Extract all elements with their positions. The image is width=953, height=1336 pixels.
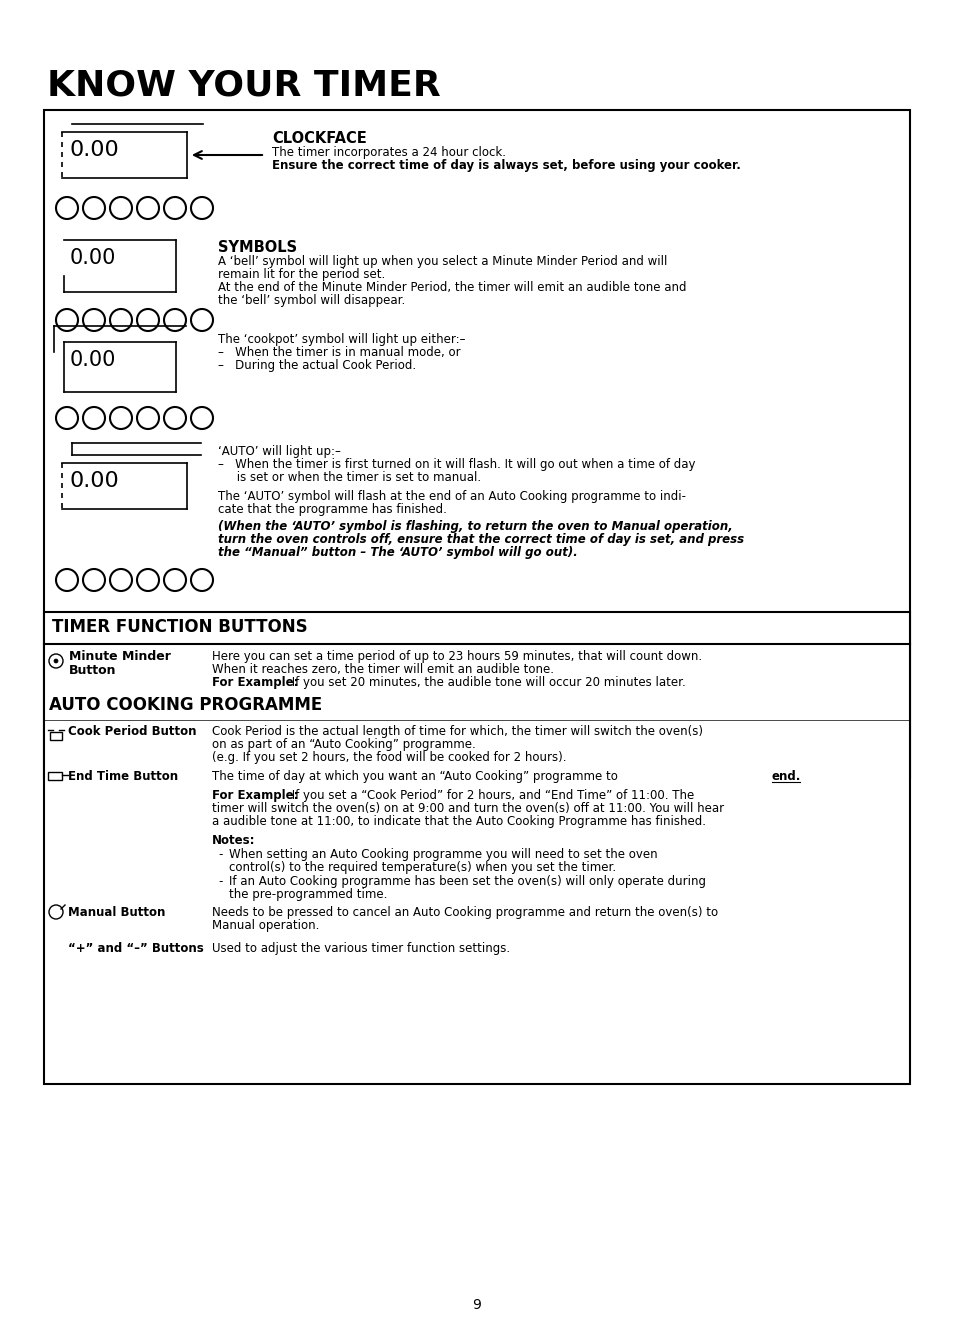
Text: the “Manual” button – The ‘AUTO’ symbol will go out).: the “Manual” button – The ‘AUTO’ symbol … — [218, 546, 578, 558]
Text: AUTO COOKING PROGRAMME: AUTO COOKING PROGRAMME — [49, 696, 322, 713]
Text: Used to adjust the various timer function settings.: Used to adjust the various timer functio… — [212, 942, 510, 955]
Text: The timer incorporates a 24 hour clock.: The timer incorporates a 24 hour clock. — [272, 146, 505, 159]
Text: Manual Button: Manual Button — [68, 906, 165, 919]
Text: on as part of an “Auto Cooking” programme.: on as part of an “Auto Cooking” programm… — [212, 737, 476, 751]
Text: If you set 20 minutes, the audible tone will occur 20 minutes later.: If you set 20 minutes, the audible tone … — [288, 676, 685, 689]
Bar — [44, 110, 909, 778]
Text: If you set a “Cook Period” for 2 hours, and “End Time” of 11:00. The: If you set a “Cook Period” for 2 hours, … — [288, 790, 694, 802]
Text: turn the oven controls off, ensure that the correct time of day is set, and pres: turn the oven controls off, ensure that … — [218, 533, 743, 546]
Text: CLOCKFACE: CLOCKFACE — [272, 131, 366, 146]
Text: For Example:: For Example: — [212, 676, 298, 689]
Text: the pre-programmed time.: the pre-programmed time. — [229, 888, 387, 900]
Text: 0.00: 0.00 — [70, 140, 120, 160]
Bar — [50, 732, 62, 740]
Text: Cook Period is the actual length of time for which, the timer will switch the ov: Cook Period is the actual length of time… — [212, 725, 702, 737]
Text: 9: 9 — [472, 1299, 481, 1312]
Text: 0.00: 0.00 — [70, 472, 120, 492]
Text: Ensure the correct time of day is always set, before using your cooker.: Ensure the correct time of day is always… — [272, 159, 740, 172]
Text: The ‘cookpot’ symbol will light up either:–: The ‘cookpot’ symbol will light up eithe… — [218, 333, 465, 346]
Text: -: - — [218, 848, 222, 860]
Text: If an Auto Cooking programme has been set the oven(s) will only operate during: If an Auto Cooking programme has been se… — [229, 875, 705, 888]
Text: timer will switch the oven(s) on at 9:00 and turn the oven(s) off at 11:00. You : timer will switch the oven(s) on at 9:00… — [212, 802, 723, 815]
Text: end.: end. — [771, 770, 801, 783]
Text: the ‘bell’ symbol will disappear.: the ‘bell’ symbol will disappear. — [218, 294, 405, 307]
Bar — [44, 612, 909, 1083]
Text: The time of day at which you want an “Auto Cooking” programme to: The time of day at which you want an “Au… — [212, 770, 621, 783]
Text: is set or when the timer is set to manual.: is set or when the timer is set to manua… — [218, 472, 480, 484]
Text: When it reaches zero, the timer will emit an audible tone.: When it reaches zero, the timer will emi… — [212, 663, 554, 676]
Text: Here you can set a time period of up to 23 hours 59 minutes, that will count dow: Here you can set a time period of up to … — [212, 651, 701, 663]
Text: End Time Button: End Time Button — [68, 770, 178, 783]
Text: a audible tone at 11:00, to indicate that the Auto Cooking Programme has finishe: a audible tone at 11:00, to indicate tha… — [212, 815, 705, 828]
Text: Minute Minder: Minute Minder — [69, 651, 171, 663]
Text: (e.g. If you set 2 hours, the food will be cooked for 2 hours).: (e.g. If you set 2 hours, the food will … — [212, 751, 566, 764]
Text: (When the ‘AUTO’ symbol is flashing, to return the oven to Manual operation,: (When the ‘AUTO’ symbol is flashing, to … — [218, 520, 732, 533]
Text: control(s) to the required temperature(s) when you set the timer.: control(s) to the required temperature(s… — [229, 860, 616, 874]
Text: TIMER FUNCTION BUTTONS: TIMER FUNCTION BUTTONS — [52, 619, 307, 636]
Text: 0.00: 0.00 — [70, 350, 116, 370]
Text: When setting an Auto Cooking programme you will need to set the oven: When setting an Auto Cooking programme y… — [229, 848, 657, 860]
Text: SYMBOLS: SYMBOLS — [218, 240, 296, 255]
Text: Button: Button — [69, 664, 116, 677]
Text: remain lit for the period set.: remain lit for the period set. — [218, 269, 385, 281]
Text: “+” and “–” Buttons: “+” and “–” Buttons — [68, 942, 204, 955]
Text: cate that the programme has finished.: cate that the programme has finished. — [218, 502, 446, 516]
Circle shape — [54, 659, 58, 663]
Text: Notes:: Notes: — [212, 834, 255, 847]
Text: ‘AUTO’ will light up:–: ‘AUTO’ will light up:– — [218, 445, 340, 458]
Text: –   When the timer is in manual mode, or: – When the timer is in manual mode, or — [218, 346, 460, 359]
Text: KNOW YOUR TIMER: KNOW YOUR TIMER — [47, 68, 440, 102]
Text: Manual operation.: Manual operation. — [212, 919, 319, 933]
Text: -: - — [218, 875, 222, 888]
Text: –   During the actual Cook Period.: – During the actual Cook Period. — [218, 359, 416, 371]
Text: Cook Period Button: Cook Period Button — [68, 725, 196, 737]
Text: For Example:: For Example: — [212, 790, 298, 802]
Bar — [48, 772, 62, 780]
Text: –   When the timer is first turned on it will flash. It will go out when a time : – When the timer is first turned on it w… — [218, 458, 695, 472]
Text: At the end of the Minute Minder Period, the timer will emit an audible tone and: At the end of the Minute Minder Period, … — [218, 281, 686, 294]
Text: 0.00: 0.00 — [70, 248, 116, 269]
Text: The ‘AUTO’ symbol will flash at the end of an Auto Cooking programme to indi-: The ‘AUTO’ symbol will flash at the end … — [218, 490, 685, 502]
Text: Needs to be pressed to cancel an Auto Cooking programme and return the oven(s) t: Needs to be pressed to cancel an Auto Co… — [212, 906, 718, 919]
Text: A ‘bell’ symbol will light up when you select a Minute Minder Period and will: A ‘bell’ symbol will light up when you s… — [218, 255, 667, 269]
